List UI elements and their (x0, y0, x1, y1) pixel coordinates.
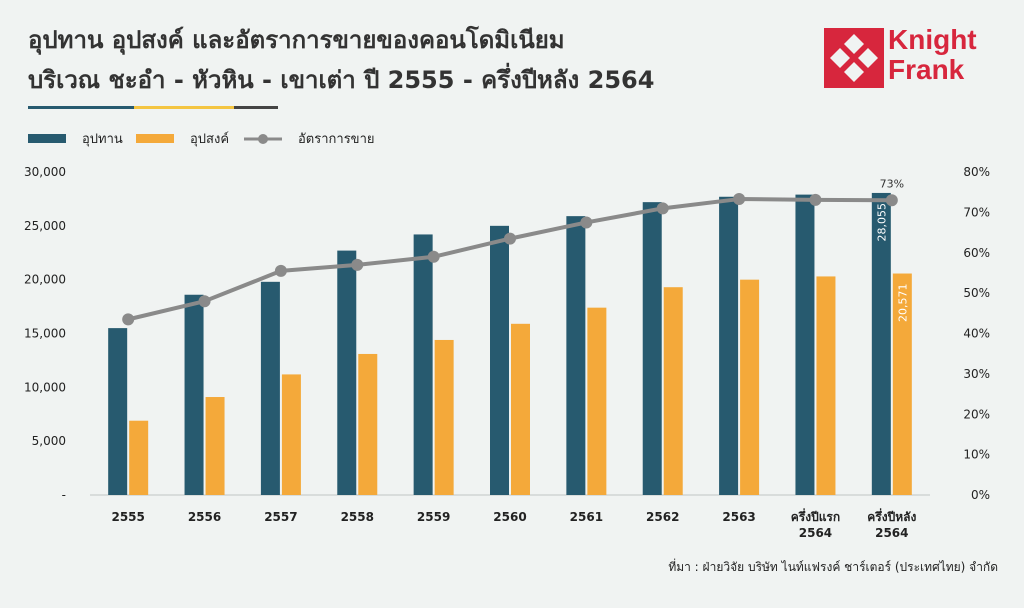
demand-bar (663, 287, 683, 495)
left-axis: - 5,000 10,000 15,000 20,000 25,000 30,000 (24, 165, 66, 502)
supply-bar (184, 294, 204, 495)
demand-bar (205, 397, 225, 495)
left-tick-label: 5,000 (32, 434, 66, 448)
legend-demand: อุปสงค์ (136, 128, 229, 149)
x-tick-label: 2560 (493, 510, 526, 524)
x-tick-label: 2562 (646, 510, 679, 524)
legend-demand-swatch (136, 134, 174, 143)
bars (108, 192, 912, 496)
left-tick-label: 10,000 (24, 380, 66, 394)
x-tick-label: ครึ่งปีแรก 2564 (791, 508, 840, 540)
supply-bar (490, 225, 509, 496)
legend-supply: อุปทาน (28, 128, 123, 149)
supply-bar (337, 250, 357, 495)
right-tick-label: 20% (963, 407, 990, 421)
right-tick-label: 10% (963, 448, 990, 462)
x-axis-labels: 2555 2556 2557 2558 2559 2560 2561 2562 2563 ครึ่… (111, 508, 916, 540)
rate-point (198, 295, 211, 308)
demand-bar (358, 353, 378, 495)
supply-bar (108, 328, 128, 495)
right-tick-label: 70% (963, 205, 990, 219)
legend-supply-swatch (28, 134, 66, 143)
supply-bar (642, 202, 662, 495)
rate-point (504, 232, 516, 245)
demand-bar (740, 279, 760, 495)
supply-bar (260, 281, 280, 495)
rate-point (351, 258, 364, 271)
demand-bar (587, 307, 607, 495)
legend-rate: อัตราการขาย (244, 128, 375, 149)
right-axis: 0% 10% 20% 30% 40% 50% 60% 70% 80% (963, 165, 990, 502)
knight-frank-logo: Knight Frank (824, 24, 994, 88)
right-tick-label: 50% (963, 286, 990, 300)
legend-supply-label: อุปทาน (82, 132, 123, 147)
sales-rate-line (122, 193, 898, 326)
right-tick-label: 30% (963, 367, 990, 381)
left-tick-label: 20,000 (24, 273, 66, 287)
rate-point (274, 264, 287, 277)
rate-point (656, 202, 669, 215)
data-labels: 73% 28,055 20,571 (875, 177, 909, 322)
source-note: ที่มา : ฝ่ายวิจัย บริษัท ไนท์แฟรงค์ ชาร์… (668, 560, 998, 574)
legend-rate-label: อัตราการขาย (298, 132, 375, 147)
legend-demand-label: อุปสงค์ (190, 132, 230, 147)
title-line-2: บริเวณ ชะอำ - หัวหิน - เขาเต่า ปี 2555 -… (28, 66, 655, 94)
title-underline (28, 106, 278, 109)
title-line-1: อุปทาน อุปสงค์ และอัตราการขายของคอนโดมิเ… (28, 26, 565, 54)
right-tick-label: 60% (963, 246, 990, 260)
rate-point (122, 313, 135, 326)
left-tick-label: - (62, 488, 66, 502)
supply-bar (719, 196, 739, 495)
demand-bar (129, 420, 149, 495)
demand-bar (892, 273, 912, 495)
supply-bar (413, 234, 433, 496)
left-tick-label: 25,000 (24, 219, 66, 233)
x-tick-label: 2557 (264, 510, 297, 524)
rate-point (427, 250, 440, 263)
x-tick-label: 2559 (417, 510, 450, 524)
rate-point (733, 193, 746, 206)
legend-rate-swatch (244, 133, 282, 144)
rate-point (885, 194, 898, 207)
x-tick-label: 2555 (111, 510, 144, 524)
demand-bar (511, 323, 530, 495)
rate-last-label: 73% (880, 177, 904, 190)
right-tick-label: 80% (963, 165, 990, 179)
x-tick-label: ครึ่งปีหลัง 2564 (867, 508, 916, 540)
rate-polyline (127, 197, 892, 322)
demand-bar (281, 374, 301, 495)
rate-point (580, 216, 593, 229)
rate-point (809, 193, 822, 206)
chart-title: อุปทาน อุปสงค์ และอัตราการขายของคอนโดมิเ… (28, 20, 748, 100)
x-tick-label: 2558 (341, 510, 374, 524)
left-tick-label: 30,000 (24, 165, 66, 179)
supply-last-label: 28,055 (875, 203, 888, 242)
left-tick-label: 15,000 (24, 327, 66, 341)
logo-text: Knight Frank (888, 24, 977, 85)
x-tick-label: 2556 (188, 510, 221, 524)
right-tick-label: 0% (971, 488, 990, 502)
supply-bar (566, 216, 586, 496)
demand-bar (434, 339, 454, 495)
right-tick-label: 40% (963, 327, 990, 341)
supply-bar (795, 194, 815, 496)
x-tick-label: 2563 (722, 510, 755, 524)
demand-last-label: 20,571 (896, 284, 909, 323)
demand-bar (816, 276, 836, 495)
supply-bar (871, 192, 891, 495)
x-tick-label: 2561 (570, 510, 603, 524)
logo-mark-icon (824, 28, 884, 88)
